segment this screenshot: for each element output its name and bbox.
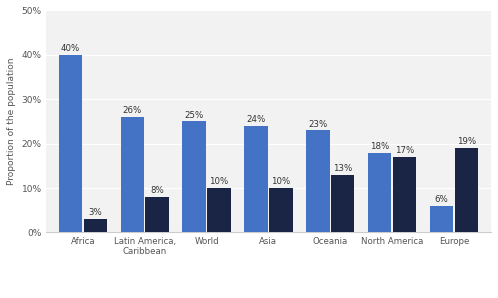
Bar (145, 197, 169, 232)
Text: 19%: 19% (457, 137, 476, 146)
Text: 13%: 13% (333, 164, 352, 173)
Bar (207, 188, 231, 232)
Bar (331, 175, 355, 232)
Bar (368, 153, 391, 232)
Bar (393, 157, 416, 232)
Text: 18%: 18% (370, 142, 389, 151)
Bar (182, 122, 206, 232)
Text: 24%: 24% (247, 115, 265, 124)
Text: 40%: 40% (61, 44, 80, 53)
Bar (59, 55, 82, 232)
Bar (84, 219, 107, 232)
Bar (430, 206, 453, 232)
Bar (306, 130, 330, 232)
Text: 26%: 26% (123, 106, 142, 115)
Bar (121, 117, 144, 232)
Bar (455, 148, 478, 232)
Text: 8%: 8% (150, 186, 164, 195)
Text: 10%: 10% (209, 177, 229, 186)
Text: 23%: 23% (308, 119, 328, 128)
Text: 25%: 25% (185, 111, 204, 120)
Y-axis label: Proportion of the population: Proportion of the population (7, 58, 16, 185)
Bar (269, 188, 292, 232)
Text: 3%: 3% (88, 208, 102, 217)
Text: 10%: 10% (271, 177, 290, 186)
Bar (245, 126, 268, 232)
Text: 17%: 17% (395, 146, 414, 155)
Text: 6%: 6% (435, 195, 449, 204)
